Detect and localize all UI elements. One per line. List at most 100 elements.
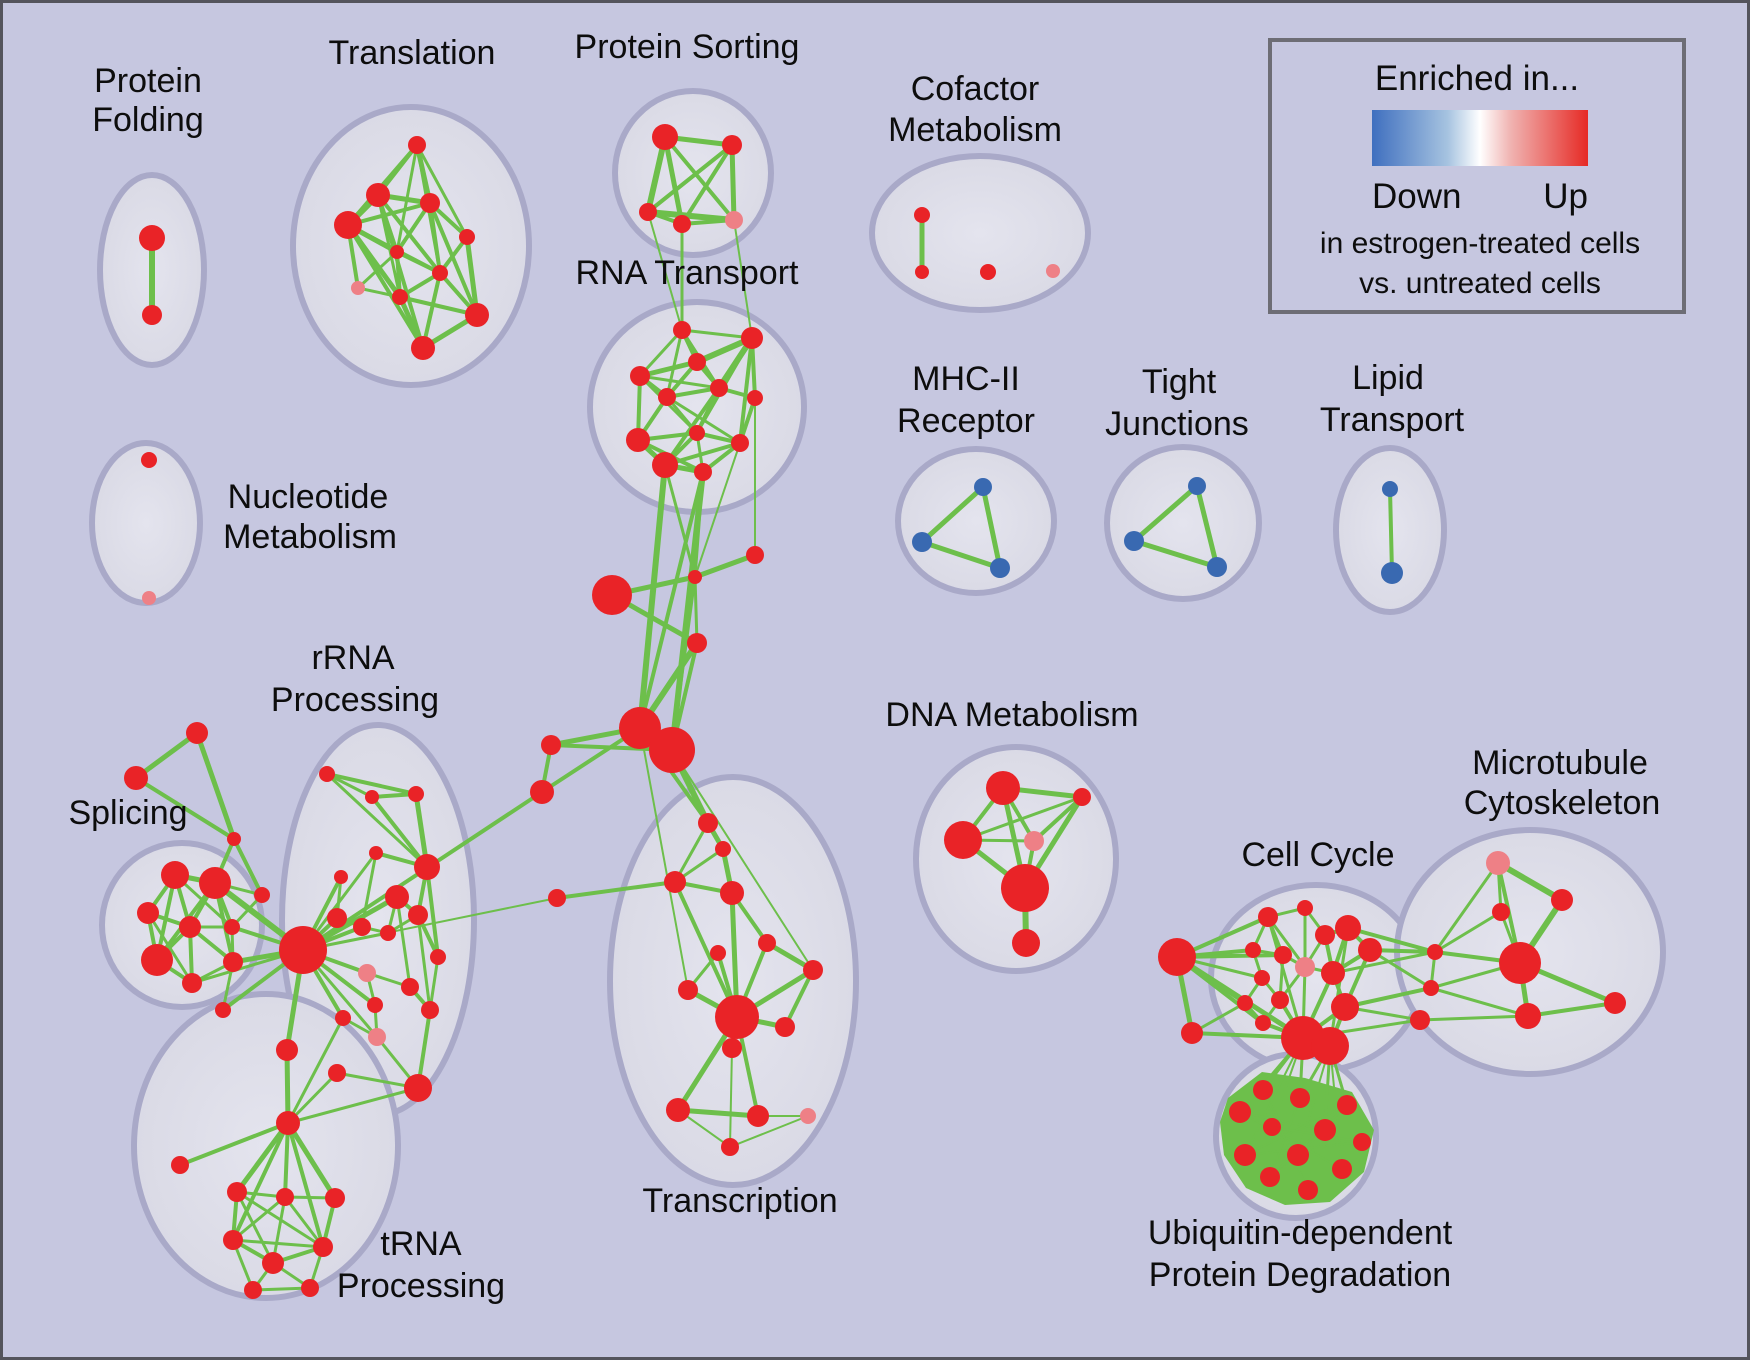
edge-q2-q1 [178, 1121, 290, 1167]
edge-ps0-ps3 [662, 134, 685, 227]
node-mh1 [912, 532, 932, 552]
cluster-label-mhc-ii-receptor-line0: MHC-II [912, 360, 1020, 398]
legend: Enriched in... Down Up in estrogen-treated … [1268, 38, 1686, 314]
node-tr10 [411, 336, 435, 360]
node-sp4 [224, 919, 240, 935]
node-rr12 [401, 978, 419, 996]
edge-rt10-co1 [663, 463, 697, 579]
edge-tn6-tn7 [251, 1286, 312, 1292]
node-mh2 [990, 558, 1010, 578]
cluster-label-ubiquitin-degradation-line0: Ubiquitin-dependent [1148, 1214, 1453, 1252]
cluster-label-lipid-transport-line0: Lipid [1352, 359, 1424, 397]
node-tx5 [710, 945, 726, 961]
node-tx15 [721, 1138, 739, 1156]
edge-st0-st2 [194, 730, 237, 842]
edge-lt0-lt1 [1388, 487, 1394, 575]
node-tr8 [392, 289, 408, 305]
edge-jj0-cc10 [1331, 950, 1437, 975]
node-cc5 [1335, 915, 1361, 941]
cluster-label-protein-sorting-line0: Protein Sorting [575, 28, 800, 66]
cluster-label-tight-junctions-line1: Junctions [1105, 405, 1249, 443]
edge-tr6-tr10 [421, 271, 442, 350]
edge-co1-co3 [693, 575, 699, 645]
edge-co1-co2 [692, 552, 758, 580]
node-tx6 [758, 934, 776, 952]
edge-tx15-tx14 [729, 1115, 809, 1148]
node-st1 [124, 766, 148, 790]
legend-box [1268, 38, 1686, 314]
edge-jj0-mt2 [1433, 910, 1503, 954]
edge-hb2-tx9 [671, 749, 814, 971]
node-pf0 [139, 225, 165, 251]
edge-q1-tn4 [286, 1121, 325, 1249]
node-sp1 [199, 867, 231, 899]
node-lt0 [1382, 481, 1398, 497]
edge-mt0-mt1 [1495, 860, 1565, 903]
edge-st2-sp7 [232, 837, 264, 897]
cluster-label-tight-junctions-line0: Tight [1142, 363, 1217, 401]
node-mt5 [1604, 992, 1626, 1014]
node-ub7 [1234, 1144, 1256, 1166]
cluster-label-trna-processing-line0: tRNA [380, 1225, 462, 1263]
cluster-label-trna-processing-line1: Processing [337, 1267, 505, 1305]
node-tr9 [465, 303, 489, 327]
node-q2 [171, 1156, 189, 1174]
node-rt3 [688, 353, 706, 371]
node-cc4 [1315, 925, 1335, 945]
node-tx9 [803, 960, 823, 980]
edge-mh1-mh2 [919, 539, 1003, 571]
cluster-label-microtubule-cytoskeleton-line0: Microtubule [1472, 744, 1648, 782]
edge-ps2-rt0 [647, 211, 683, 331]
node-rr4 [334, 870, 348, 884]
node-co4 [541, 735, 561, 755]
node-cf3 [1046, 264, 1060, 278]
node-rr6 [385, 885, 409, 909]
edge-jj2-mt4 [1418, 1014, 1530, 1022]
edge-tx12-tx13 [675, 1107, 761, 1119]
node-tx11 [722, 1038, 742, 1058]
legend-caption-line2: vs. untreated cells [1359, 267, 1601, 300]
node-st0 [186, 722, 208, 744]
edge-rr6-rr12 [395, 895, 412, 989]
legend-up-label: Up [1543, 177, 1588, 216]
edge-jj0-cc5 [1346, 926, 1437, 954]
node-tx14 [800, 1108, 816, 1124]
edge-q1-tn0 [234, 1120, 291, 1195]
node-cc14 [1271, 991, 1289, 1009]
cluster-label-lipid-transport-line1: Transport [1320, 401, 1465, 439]
edge-ps0-ps4 [663, 135, 736, 222]
node-rt1 [741, 327, 763, 349]
node-pf1 [142, 305, 162, 325]
edge-tx9-tx10 [783, 968, 815, 1029]
node-tn7 [301, 1279, 319, 1297]
node-rt9 [731, 434, 749, 452]
node-rt8 [689, 425, 705, 441]
node-tx8 [715, 995, 759, 1039]
cluster-ellipse-rna-transport [587, 299, 807, 515]
edge-jj1-mt4 [1429, 986, 1530, 1018]
node-cf0 [914, 207, 930, 223]
edge-mh0-mh1 [919, 484, 986, 545]
node-rt5 [658, 388, 676, 406]
cluster-label-cofactor-metabolism-line0: Cofactor [911, 70, 1040, 108]
node-jj2 [1410, 1010, 1430, 1030]
node-cc12 [1254, 970, 1270, 986]
node-tx7 [678, 980, 698, 1000]
node-tx12 [666, 1098, 690, 1122]
node-tx4 [548, 889, 566, 907]
node-dm0 [986, 771, 1020, 805]
node-tr6 [432, 265, 448, 281]
edge-rr5-rr13 [425, 865, 440, 959]
node-cc3 [1297, 900, 1313, 916]
edge-rt10-hb1 [637, 462, 668, 731]
edge-rt9-co1 [694, 442, 741, 578]
node-co3 [687, 633, 707, 653]
legend-down-label: Down [1372, 177, 1461, 216]
edge-st1-st2 [134, 776, 236, 841]
node-sp6 [182, 973, 202, 993]
node-rr10 [408, 905, 428, 925]
node-hb1 [619, 707, 661, 749]
node-ps4 [725, 211, 743, 229]
node-tx13 [747, 1105, 769, 1127]
edge-tn1-tn3 [231, 1195, 287, 1242]
